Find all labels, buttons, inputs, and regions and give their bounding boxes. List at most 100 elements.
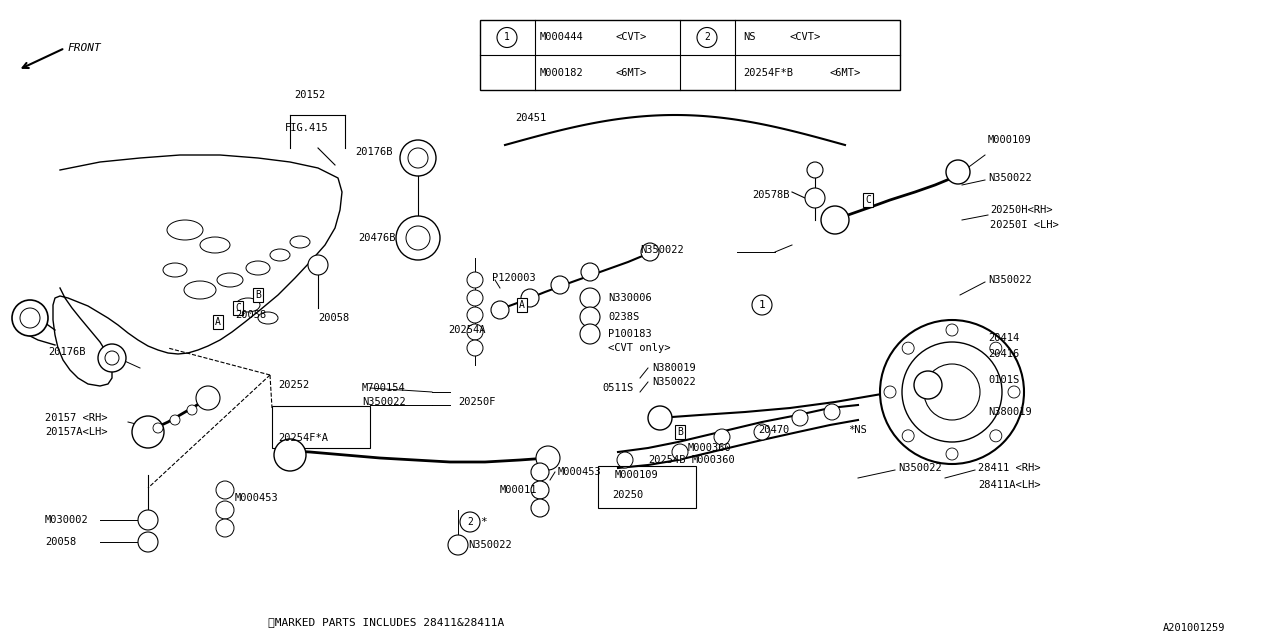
Text: N380019: N380019 [652,363,696,373]
Text: 20250: 20250 [612,490,644,500]
Circle shape [648,406,672,430]
Circle shape [820,206,849,234]
Text: 1: 1 [504,33,509,42]
Circle shape [448,535,468,555]
Text: A: A [215,317,221,327]
Text: 20254F*B: 20254F*B [742,67,794,77]
Circle shape [902,430,914,442]
Text: A: A [520,300,525,310]
Circle shape [672,444,689,460]
Circle shape [989,430,1002,442]
Circle shape [641,243,659,261]
Text: <CVT>: <CVT> [614,32,646,42]
Text: B: B [255,290,261,300]
Circle shape [946,448,957,460]
Bar [480,20,900,90]
Circle shape [12,300,49,336]
Circle shape [460,512,480,532]
Text: 20176B: 20176B [49,347,86,357]
Circle shape [467,307,483,323]
Text: 20470: 20470 [758,425,790,435]
Circle shape [914,371,942,399]
Circle shape [805,188,826,208]
Ellipse shape [184,281,216,299]
Text: P100183: P100183 [608,329,652,339]
Circle shape [216,481,234,499]
Circle shape [881,320,1024,464]
Text: 20152: 20152 [294,90,325,100]
Text: 20058: 20058 [45,537,77,547]
Circle shape [216,501,234,519]
Text: 28411A<LH>: 28411A<LH> [978,480,1041,490]
Circle shape [754,424,771,440]
Circle shape [617,452,634,468]
Text: M700154: M700154 [362,383,406,393]
Text: 2: 2 [467,517,472,527]
Text: 20254B: 20254B [648,455,686,465]
Text: 20578B: 20578B [753,190,790,200]
Circle shape [187,405,197,415]
Text: M030002: M030002 [45,515,88,525]
Circle shape [467,272,483,288]
Text: 20451: 20451 [515,113,547,123]
Text: P120003: P120003 [492,273,536,283]
Text: 20250F: 20250F [458,397,495,407]
Text: N350022: N350022 [362,397,406,407]
Text: 20254F*A: 20254F*A [278,433,328,443]
Text: N350022: N350022 [468,540,512,550]
Text: A201001259: A201001259 [1162,623,1225,633]
Text: 20414: 20414 [988,333,1019,343]
Circle shape [216,519,234,537]
Ellipse shape [200,237,230,253]
Circle shape [406,226,430,250]
Circle shape [946,324,957,336]
Ellipse shape [246,261,270,275]
Text: NS: NS [742,32,755,42]
Text: M000360: M000360 [692,455,736,465]
Text: 0511S: 0511S [602,383,634,393]
Text: <CVT only>: <CVT only> [608,343,671,353]
Text: 20250I <LH>: 20250I <LH> [989,220,1059,230]
Text: *: * [480,517,486,527]
Circle shape [1009,386,1020,398]
Circle shape [580,324,600,344]
Circle shape [467,290,483,306]
Text: <6MT>: <6MT> [829,67,861,77]
Bar [598,466,696,508]
Circle shape [698,28,717,47]
Circle shape [132,416,164,448]
Text: 20476B: 20476B [358,233,396,243]
Text: M00011: M00011 [500,485,538,495]
Circle shape [492,301,509,319]
Circle shape [396,216,440,260]
Text: M000360: M000360 [689,443,732,453]
Text: 20250H<RH>: 20250H<RH> [989,205,1052,215]
Circle shape [170,415,180,425]
Circle shape [989,342,1002,354]
Text: 0101S: 0101S [988,375,1019,385]
Text: N350022: N350022 [899,463,942,473]
Circle shape [581,263,599,281]
Circle shape [550,276,570,294]
Text: ※MARKED PARTS INCLUDES 28411&28411A: ※MARKED PARTS INCLUDES 28411&28411A [268,617,504,627]
Circle shape [467,340,483,356]
Ellipse shape [291,236,310,248]
Circle shape [497,28,517,47]
Text: FIG.415: FIG.415 [285,123,329,133]
Circle shape [946,160,970,184]
Text: N350022: N350022 [988,275,1032,285]
Circle shape [399,140,436,176]
Text: 20176B: 20176B [355,147,393,157]
Text: 28411 <RH>: 28411 <RH> [978,463,1041,473]
Text: 20254A: 20254A [448,325,485,335]
Ellipse shape [218,273,243,287]
Text: C: C [236,303,241,313]
Text: 20252: 20252 [278,380,310,390]
Circle shape [531,499,549,517]
Circle shape [105,351,119,365]
Text: M000109: M000109 [988,135,1032,145]
Circle shape [467,324,483,340]
Circle shape [902,342,914,354]
Text: N350022: N350022 [988,173,1032,183]
Ellipse shape [270,249,291,261]
